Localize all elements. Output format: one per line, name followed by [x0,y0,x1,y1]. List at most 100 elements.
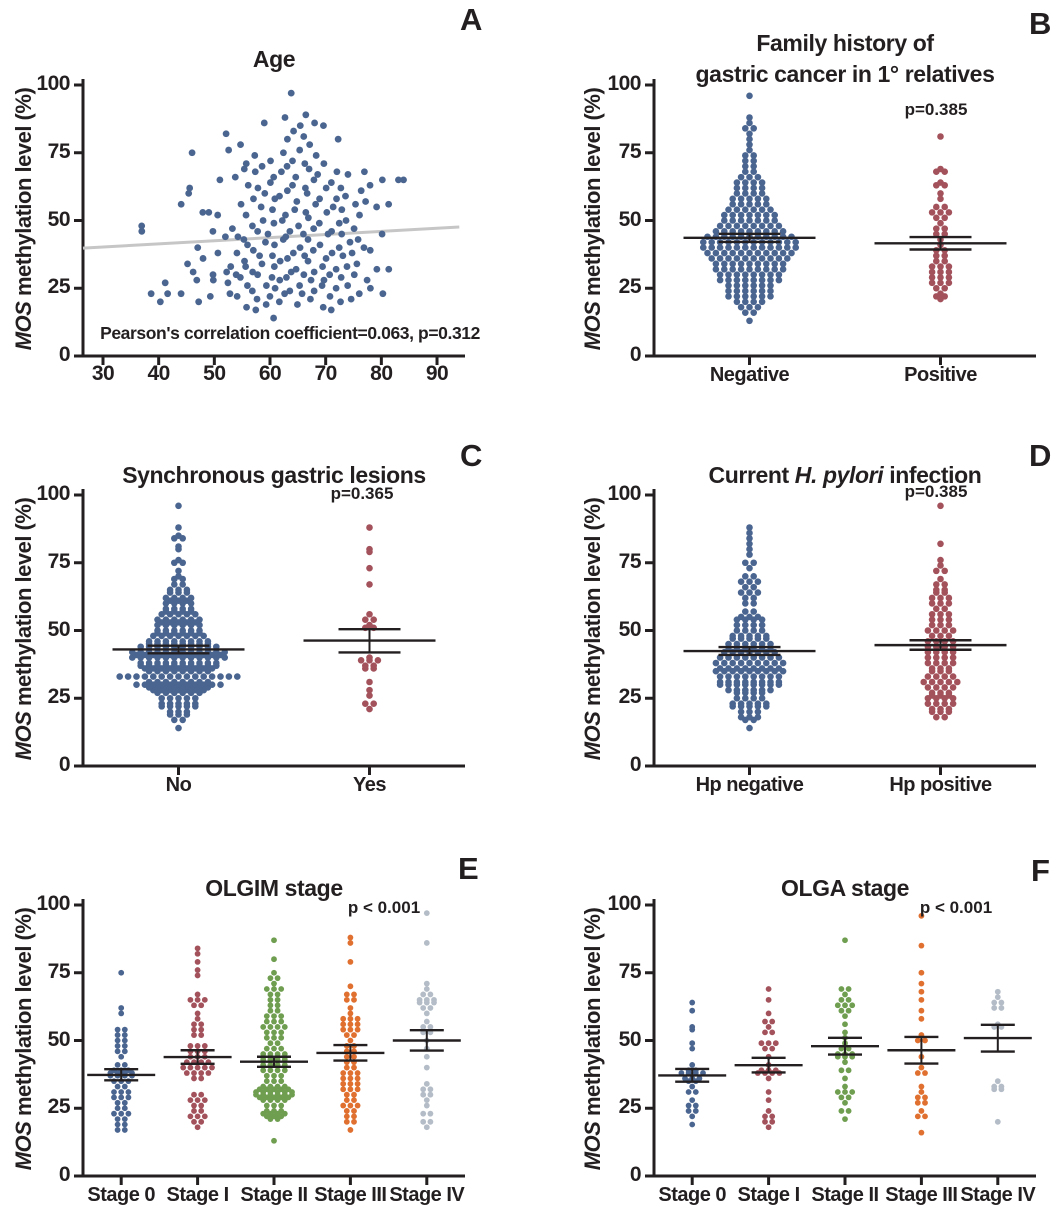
y-tick-label: 25 [618,1095,642,1119]
y-tick-label: 0 [58,343,71,366]
category-label: Positive [904,364,977,386]
y-tick-label: 0 [58,753,71,776]
plot-canvas-a [74,79,465,365]
x-tick-label: 50 [203,362,226,385]
category-label: Stage 0 [87,1184,156,1206]
chart-title-b-line1: Family history of [756,30,934,56]
plot-area-e [0,820,531,1227]
chart-title-f: OLGA stage [780,875,910,901]
y-tick-label: 50 [618,617,642,641]
p-value-b: p=0.385 [904,100,968,119]
x-tick-label: 90 [425,362,449,385]
plot-canvas-d [645,489,1036,775]
chart-title-d: Current H. pylori infection [708,462,982,488]
dots-group [82,89,460,322]
axis-group [74,79,465,365]
plot-canvas-c [74,489,465,775]
category-label: Stage II [811,1184,879,1206]
axis-group [74,489,465,775]
plot-area-c [0,410,531,820]
y-tick-label: 75 [47,959,71,983]
p-value-c: p=0.365 [330,484,394,503]
p-value-e: p < 0.001 [347,898,421,917]
category-label: Hp positive [889,774,992,796]
y-tick-label: 100 [607,72,641,95]
correlation-annotation: Pearson's correlation coefficient=0.063,… [100,323,480,343]
y-tick-label: 25 [47,275,71,299]
axis-group [645,79,1036,365]
category-label: Stage IV [960,1184,1036,1206]
y-tick-label: 0 [629,1163,642,1186]
y-tick-label: 75 [618,959,642,983]
y-tick-label: 100 [36,892,70,915]
y-tick-label: 50 [618,207,642,231]
p-value-d: p=0.385 [904,482,968,501]
category-label: Stage I [166,1184,230,1206]
dots-group [678,912,1005,1136]
category-label: No [165,774,192,796]
panel-letter-c: C [460,438,482,473]
panel-c: C Synchronous gastric lesions p=0.365 MO… [0,410,531,820]
category-label: Hp negative [695,774,804,796]
panel-f: F OLGA stage p < 0.001 MOS methylation l… [531,820,1062,1227]
chart-title-b: Family history of gastric cancer in 1° r… [654,28,1036,90]
error-bars-group [87,1029,461,1082]
y-tick-label: 50 [47,617,71,641]
chart-title-b-line2: gastric cancer in 1° relatives [695,61,995,87]
plot-area-a [0,0,531,410]
chart-title-a: Age [252,46,296,72]
axis-group [645,899,1036,1185]
panel-letter-f: F [1031,853,1050,888]
y-tick-label: 100 [36,482,70,505]
p-value-f: p < 0.001 [919,898,993,917]
category-label: Stage I [737,1184,801,1206]
y-tick-label: 75 [618,139,642,163]
panel-letter-b: B [1029,6,1051,41]
dots-group [116,502,382,732]
y-tick-label: 0 [629,753,642,776]
dots-group [700,92,953,325]
y-tick-label: 25 [47,1095,71,1119]
y-tick-label: 75 [47,139,71,163]
category-label: Negative [709,364,790,386]
plot-area-f [531,820,1062,1227]
plot-canvas-b [645,79,1036,365]
y-tick-label: 0 [58,1163,71,1186]
x-tick-label: 80 [370,362,393,385]
y-tick-label: 75 [47,549,71,573]
chart-title-c: Synchronous gastric lesions [122,462,426,488]
x-tick-label: 60 [258,362,282,385]
plot-canvas-e [74,899,465,1185]
panel-a: A Age MOS methylation level (%) Pearson'… [0,0,531,410]
category-label: Stage IV [389,1184,465,1206]
category-label: Yes [353,774,386,796]
y-tick-label: 25 [618,275,642,299]
panel-letter-d: D [1029,438,1051,473]
y-tick-label: 50 [47,207,71,231]
panel-e: E OLGIM stage p < 0.001 MOS methylation … [0,820,531,1227]
error-bars-group [683,639,1007,657]
panel-b: B Family history of gastric cancer in 1°… [531,0,1062,410]
y-tick-label: 50 [618,1027,642,1051]
axis-group [645,489,1036,775]
y-tick-label: 100 [36,72,70,95]
error-bars-group [112,627,436,655]
category-label: Stage III [314,1184,387,1206]
x-tick-label: 30 [91,362,115,385]
x-tick-label: 40 [147,362,170,385]
panel-d: D Current H. pylori infection p=0.385 MO… [531,410,1062,820]
y-tick-label: 100 [607,482,641,505]
y-tick-label: 75 [618,549,642,573]
plot-canvas-f [645,899,1036,1185]
x-tick-label: 70 [314,362,337,385]
panel-letter-e: E [458,851,479,886]
axis-group [74,899,465,1185]
chart-title-e: OLGIM stage [205,875,343,901]
regression-line [82,225,460,250]
error-bars-group [658,1023,1032,1083]
plot-area-d [531,410,1062,820]
y-tick-label: 50 [47,1027,71,1051]
error-bars-group [683,232,1007,251]
dots-group [107,910,437,1144]
